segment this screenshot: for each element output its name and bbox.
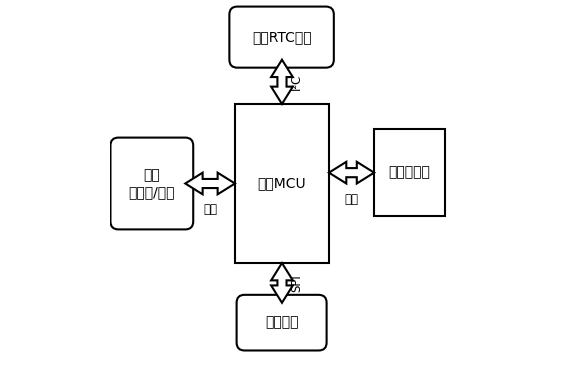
FancyBboxPatch shape <box>111 138 193 229</box>
Text: 并口: 并口 <box>203 203 217 217</box>
Bar <box>235 104 329 263</box>
Polygon shape <box>185 172 235 195</box>
Text: 第一
显示屏/按钉: 第一 显示屏/按钉 <box>129 168 175 199</box>
Text: 第一RTC芒片: 第一RTC芒片 <box>252 30 311 44</box>
Text: SPI: SPI <box>290 274 303 292</box>
Text: 串口: 串口 <box>345 193 359 206</box>
Text: 网络芒片: 网络芒片 <box>265 316 299 330</box>
FancyBboxPatch shape <box>237 295 327 350</box>
Bar <box>374 129 445 216</box>
Polygon shape <box>271 263 293 303</box>
Text: 第一MCU: 第一MCU <box>258 177 306 190</box>
FancyBboxPatch shape <box>229 7 334 68</box>
Polygon shape <box>271 60 293 104</box>
Text: 第一信道机: 第一信道机 <box>388 166 430 180</box>
Polygon shape <box>329 162 374 184</box>
Text: I²C: I²C <box>290 74 303 90</box>
